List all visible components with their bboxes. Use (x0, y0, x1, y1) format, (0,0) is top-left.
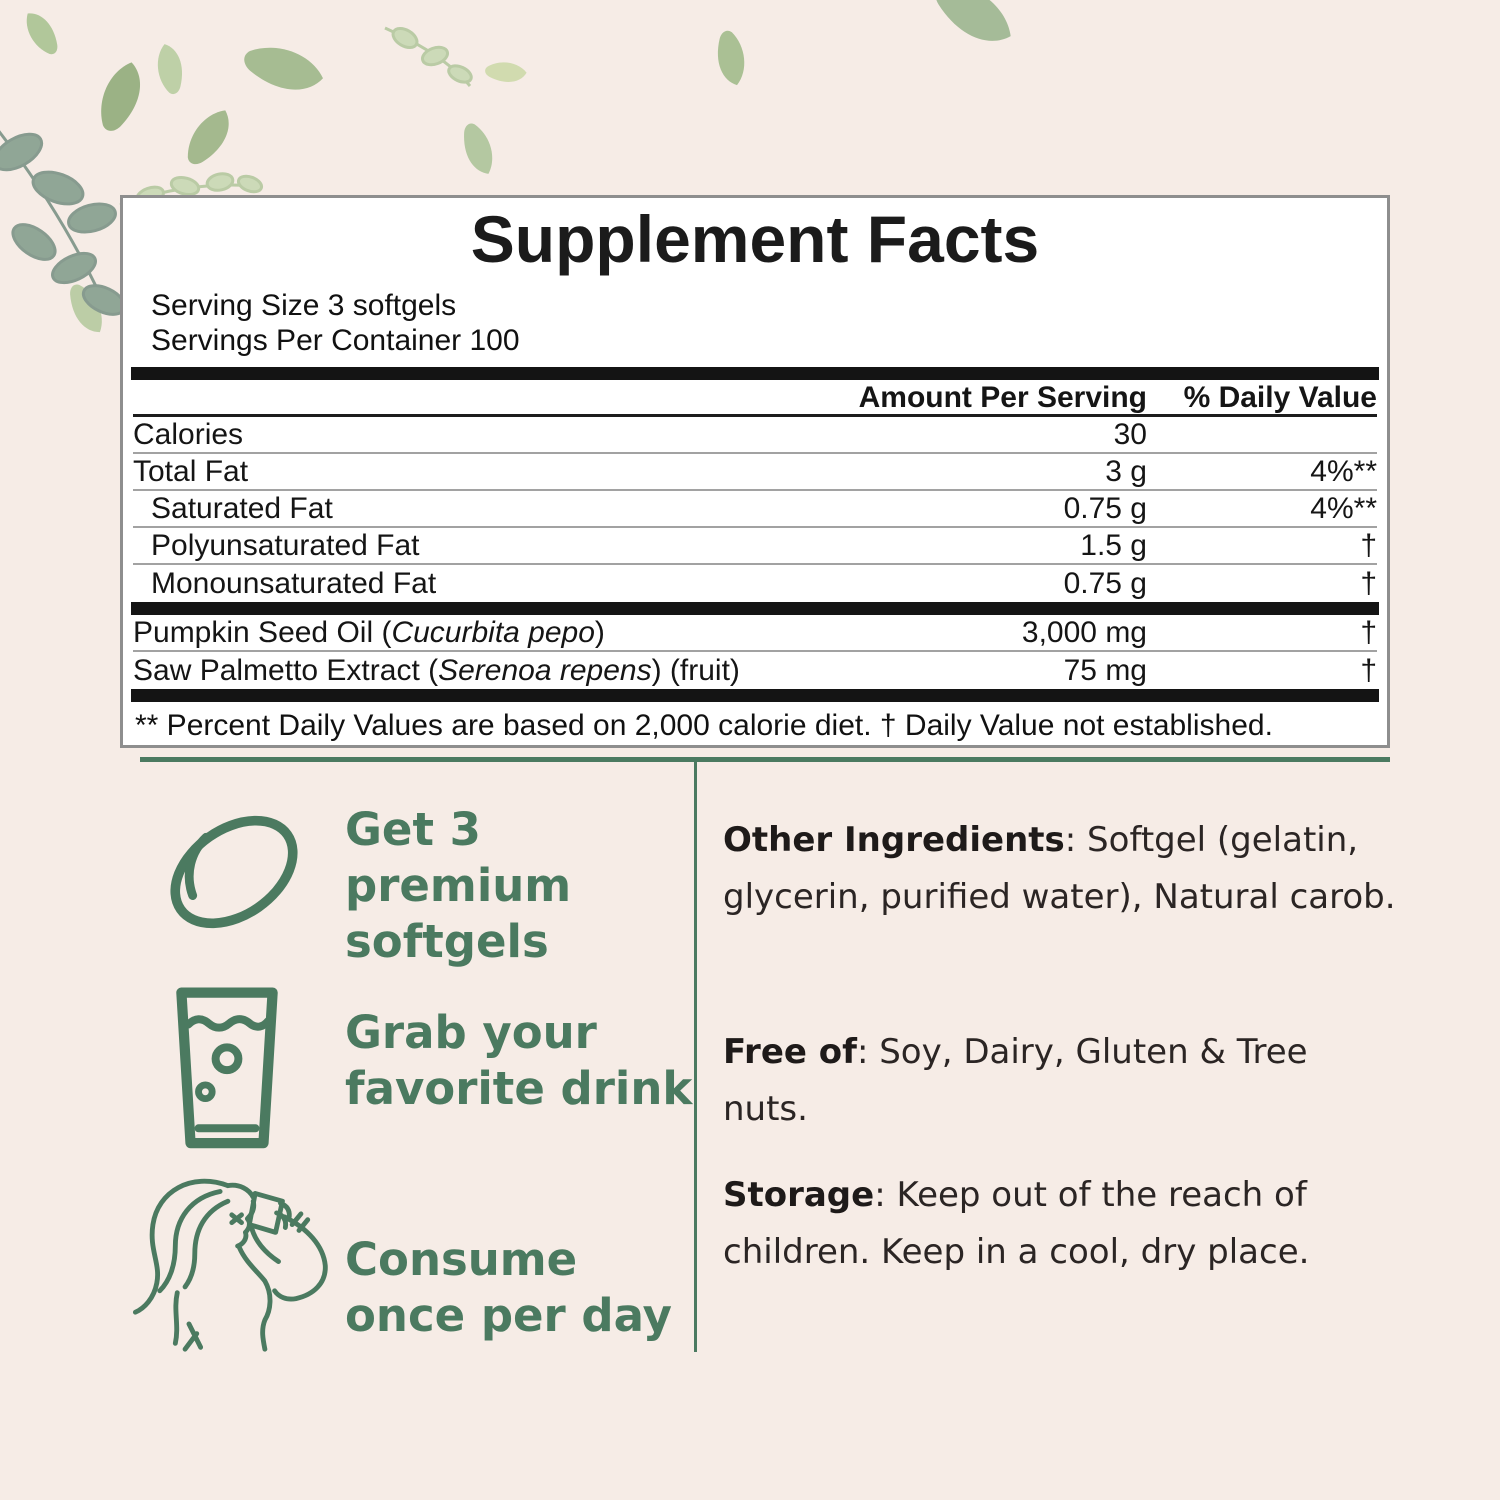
col-amount-per-serving: Amount Per Serving (858, 381, 1147, 414)
row-dv: 4%** (1310, 454, 1377, 488)
table-row: Saw Palmetto Extract (Serenoa repens) (f… (133, 652, 1377, 689)
row-name: Total Fat (133, 454, 249, 488)
thick-rule (131, 689, 1379, 702)
drink-glass-icon (176, 987, 278, 1149)
table-row: Pumpkin Seed Oil (Cucurbita pepo) 3,000 … (133, 615, 1377, 652)
row-amount: 3 g (1105, 454, 1147, 488)
serving-size: Serving Size 3 softgels (151, 289, 457, 322)
table-row: Polyunsaturated Fat 1.5 g † (133, 528, 1377, 565)
footnote: ** Percent Daily Values are based on 2,0… (135, 709, 1273, 742)
row-amount: 3,000 mg (1021, 615, 1147, 649)
thick-rule (131, 367, 1379, 380)
row-dv: † (1360, 653, 1377, 687)
horizontal-divider (140, 757, 1390, 762)
panel-title: Supplement Facts (470, 202, 1040, 276)
table-row: Calories 30 (133, 417, 1377, 454)
row-amount: 1.5 g (1080, 528, 1147, 562)
person-drinking-icon (132, 1178, 328, 1352)
row-dv: 4%** (1310, 491, 1377, 525)
feature-label-softgels: Get 3 premium softgels (345, 803, 572, 968)
row-name: Pumpkin Seed Oil (Cucurbita pepo) (133, 615, 605, 649)
row-amount: 0.75 g (1063, 566, 1147, 600)
storage-text: Storage: Keep out of the reach of childre… (723, 1175, 1310, 1272)
row-name: Polyunsaturated Fat (151, 528, 420, 562)
row-dv: † (1360, 528, 1377, 562)
row-dv: † (1360, 566, 1377, 600)
table-header-row: Amount Per Serving % Daily Value (133, 380, 1377, 417)
feature-label-consume: Consume once per day (345, 1233, 672, 1342)
table-row: Total Fat 3 g 4%** (133, 454, 1377, 491)
row-name: Saturated Fat (151, 491, 333, 525)
row-name: Calories (133, 417, 244, 451)
thick-rule (131, 602, 1379, 615)
row-dv: † (1360, 615, 1377, 649)
row-amount: 0.75 g (1063, 491, 1147, 525)
supplement-facts-panel: Supplement Facts Serving Size 3 softgels… (120, 195, 1390, 748)
feature-label-drink: Grab your favorite drink (345, 1006, 693, 1115)
row-amount: 75 mg (1063, 653, 1147, 687)
free-of-text: Free of: Soy, Dairy, Gluten & Tree nuts. (723, 1032, 1308, 1129)
row-amount: 30 (1113, 417, 1147, 451)
table-row: Monounsaturated Fat 0.75 g † (133, 565, 1377, 602)
table-row: Saturated Fat 0.75 g 4%** (133, 491, 1377, 528)
col-daily-value: % Daily Value (1183, 381, 1377, 414)
vertical-divider (694, 757, 697, 1352)
leaf-decoration (0, 0, 1022, 339)
row-name: Monounsaturated Fat (151, 566, 437, 600)
softgel-icon (170, 815, 298, 929)
row-name: Saw Palmetto Extract (Serenoa repens) (f… (133, 653, 740, 687)
servings-per-container: Servings Per Container 100 (151, 324, 520, 357)
other-ingredients-text: Other Ingredients: Softgel (gelatin, glyc… (723, 820, 1396, 917)
